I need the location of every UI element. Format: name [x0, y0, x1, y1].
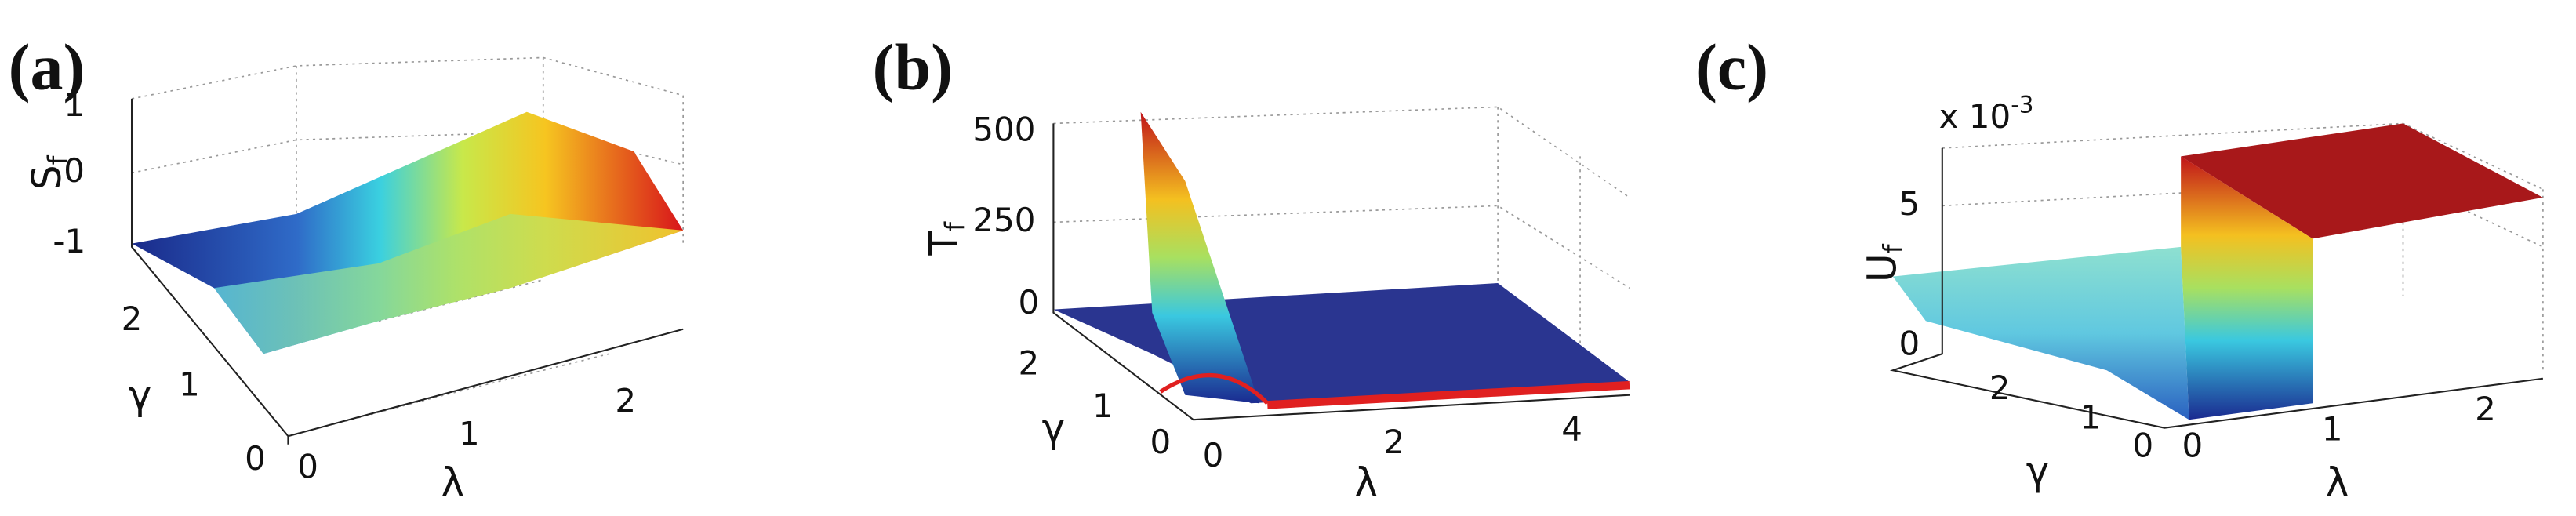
y-tick: 0 [245, 439, 266, 478]
boundary-line [1266, 380, 1630, 409]
y-label: γ [129, 372, 152, 418]
z-tick: 0 [1898, 324, 1920, 362]
boundary-curve [1159, 373, 1270, 405]
x-label: λ [2326, 460, 2349, 506]
x-label: λ [1354, 460, 1378, 506]
y-tick: 2 [1019, 343, 1040, 382]
axes [1889, 147, 2544, 429]
y-tick: 0 [1150, 423, 1171, 461]
z-label: Sf [24, 154, 74, 190]
x-tick: 4 [1561, 409, 1582, 448]
z-label: Tf [920, 221, 970, 256]
x-tick: 2 [2475, 390, 2496, 428]
z-tick: 1 [64, 85, 85, 124]
z-label: Uf [1858, 243, 1909, 282]
multiplier: x 10-3 [1939, 91, 2034, 136]
z-tick: -1 [53, 222, 85, 260]
panel-b: (b) 500 250 0 Tf 2 1 0 γ 0 2 4 λ [873, 31, 1630, 506]
x-tick: 0 [1203, 436, 1224, 474]
surface-low [1892, 246, 2189, 420]
panel-label: (b) [873, 31, 954, 104]
z-tick: 500 [972, 110, 1035, 148]
y-tick: 1 [2080, 398, 2101, 437]
box-grid [1053, 106, 1630, 346]
surface-high [2181, 123, 2543, 239]
x-tick: 2 [1384, 423, 1405, 461]
axes [130, 98, 684, 445]
z-tick: 250 [972, 201, 1035, 239]
z-tick: 0 [1019, 283, 1040, 322]
z-tick: 5 [1898, 184, 1920, 223]
panel-c: (c) x 10-3 5 0 Uf 2 1 0 γ 0 1 2 λ [1695, 31, 2544, 506]
surface-plane [1053, 283, 1630, 404]
x-tick: 1 [2322, 409, 2343, 448]
y-tick: 2 [122, 300, 143, 338]
z-tick: 0 [64, 151, 85, 190]
panel-label: (c) [1695, 31, 1768, 104]
y-label: γ [2026, 448, 2050, 494]
x-tick: 0 [2182, 426, 2203, 464]
x-tick: 2 [615, 382, 636, 420]
x-label: λ [441, 460, 464, 506]
x-tick: 0 [297, 448, 318, 486]
y-tick: 1 [179, 365, 200, 404]
surface-spike [1140, 111, 1259, 404]
axes [1052, 123, 1630, 421]
panel-a: (a) 1 0 -1 Sf 2 1 0 γ 0 1 2 λ [9, 31, 684, 506]
y-tick: 1 [1092, 387, 1114, 425]
surface-low [213, 213, 684, 354]
y-label: γ [1042, 405, 1066, 451]
y-tick: 2 [1989, 369, 2011, 407]
surface-wall [2181, 156, 2313, 420]
x-tick: 1 [459, 415, 480, 453]
y-tick: 0 [2133, 426, 2154, 464]
panel-label: (a) [9, 31, 85, 104]
